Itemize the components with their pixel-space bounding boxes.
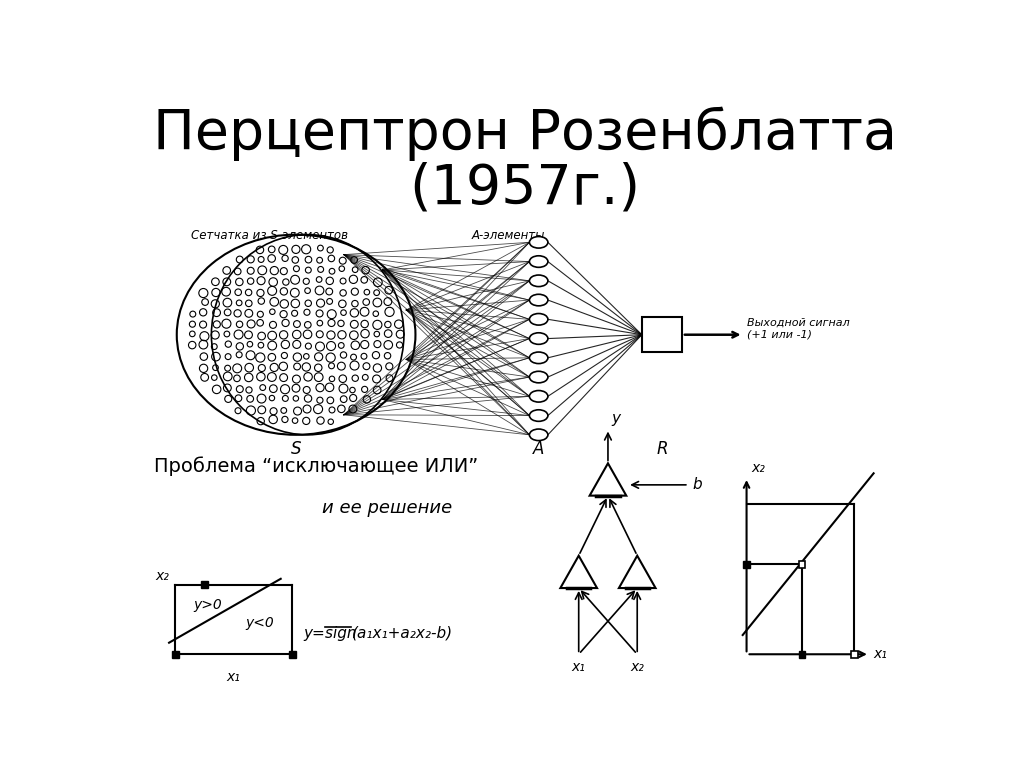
Bar <box>642 317 682 353</box>
Text: S: S <box>291 440 301 458</box>
Text: А-элементы: А-элементы <box>471 229 545 242</box>
Text: Выходной сигнал
(+1 или -1): Выходной сигнал (+1 или -1) <box>748 318 850 339</box>
Text: (a₁x₁+a₂x₂-b): (a₁x₁+a₂x₂-b) <box>352 626 454 641</box>
Ellipse shape <box>529 275 548 286</box>
Text: и ее решение: и ее решение <box>322 498 452 517</box>
Bar <box>799 561 806 568</box>
Text: sign: sign <box>326 626 361 641</box>
Ellipse shape <box>529 294 548 306</box>
Text: y<0: y<0 <box>246 615 274 630</box>
Text: b: b <box>692 478 702 492</box>
Text: x₁: x₁ <box>226 670 241 684</box>
Ellipse shape <box>529 352 548 363</box>
Polygon shape <box>560 556 597 588</box>
Ellipse shape <box>529 256 548 267</box>
Ellipse shape <box>529 333 548 344</box>
Ellipse shape <box>529 371 548 382</box>
Text: R: R <box>656 326 668 344</box>
Text: R: R <box>656 440 668 458</box>
Text: y=: y= <box>304 626 331 641</box>
Text: x₂: x₂ <box>752 461 765 475</box>
Polygon shape <box>618 556 655 588</box>
Ellipse shape <box>529 429 548 441</box>
Ellipse shape <box>529 391 548 402</box>
Text: x₁: x₁ <box>873 647 888 661</box>
Text: y: y <box>611 412 621 426</box>
Bar <box>172 650 178 657</box>
Text: A: A <box>532 440 545 458</box>
Polygon shape <box>590 463 627 495</box>
Text: y>0: y>0 <box>194 598 222 612</box>
Text: Перцептрон Розенблатта: Перцептрон Розенблатта <box>153 106 897 161</box>
Ellipse shape <box>529 313 548 325</box>
Text: x₂: x₂ <box>156 568 169 583</box>
Text: (1957г.): (1957г.) <box>410 161 640 216</box>
Bar <box>201 581 208 588</box>
Text: x₂: x₂ <box>631 660 644 674</box>
Text: x₁: x₁ <box>571 660 586 674</box>
Text: Проблема “исключающее ИЛИ”: Проблема “исключающее ИЛИ” <box>154 456 478 476</box>
Bar <box>289 650 296 657</box>
Text: Сетчатка из S-элементов: Сетчатка из S-элементов <box>190 229 348 242</box>
Ellipse shape <box>529 237 548 248</box>
Ellipse shape <box>529 410 548 422</box>
Bar <box>743 561 750 568</box>
Bar <box>799 650 806 657</box>
Bar <box>851 650 858 657</box>
